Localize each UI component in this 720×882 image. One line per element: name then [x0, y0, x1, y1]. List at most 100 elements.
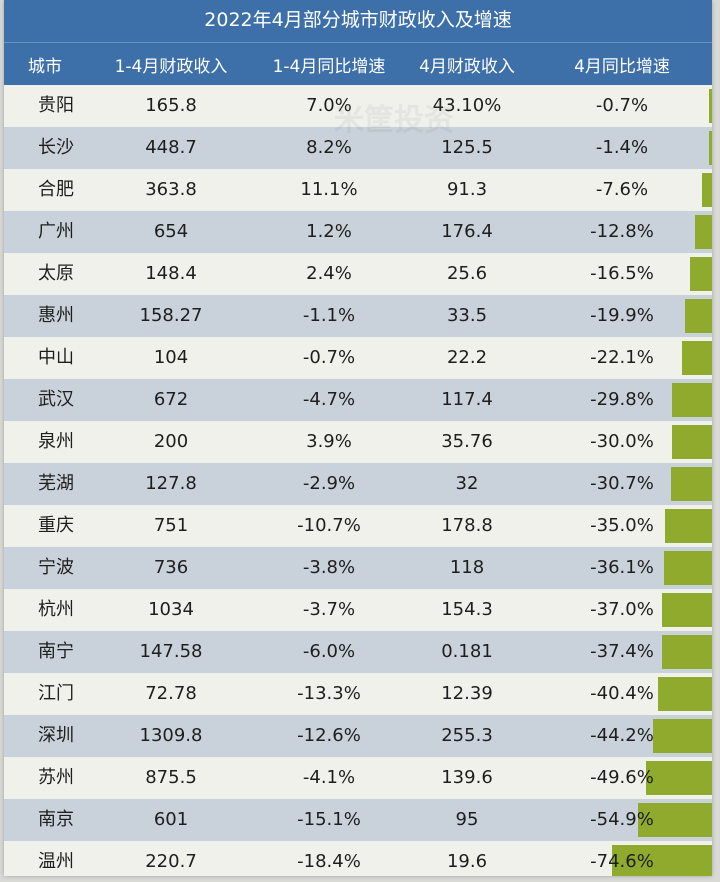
growth-value: -0.7% — [595, 95, 649, 116]
cell-growth-apr: -40.4% — [532, 673, 712, 715]
cell-city: 重庆 — [38, 515, 74, 536]
cell-city: 太原 — [38, 263, 74, 284]
cell-revenue-apr: 154.3 — [441, 599, 493, 620]
cell-revenue-apr: 0.181 — [441, 641, 493, 662]
cell-city: 武汉 — [38, 389, 74, 410]
growth-value: -30.0% — [590, 431, 654, 452]
growth-bar — [670, 467, 712, 501]
cell-city: 温州 — [38, 851, 74, 872]
growth-value: -7.6% — [595, 179, 649, 200]
table-body: 米筐投资 贵阳165.87.0%43.10%-0.7%长沙448.78.2%12… — [4, 85, 712, 876]
cell-revenue-jan-apr: 127.8 — [145, 473, 197, 494]
cell-revenue-jan-apr: 72.78 — [145, 683, 197, 704]
cell-revenue-apr: 32 — [455, 473, 479, 494]
growth-value: -37.4% — [590, 641, 654, 662]
table-row: 芜湖 127.8 -2.9% 32 -30.7% — [4, 463, 712, 505]
cell-revenue-jan-apr: 158.27 — [139, 305, 203, 326]
table-row: 太原 148.4 2.4% 25.6 -16.5% — [4, 253, 712, 295]
cell-city: 深圳 — [38, 725, 74, 746]
table-frame: 2022年4月部分城市财政收入及增速 城市 1-4月财政收入 1-4月同比增速 … — [4, 0, 712, 876]
table-row: 泉州 200 3.9% 35.76 -30.0% — [4, 421, 712, 463]
cell-revenue-jan-apr: 672 — [153, 389, 189, 410]
cell-growth-jan-apr: 11.1% — [300, 179, 358, 200]
growth-value: -49.6% — [590, 767, 654, 788]
growth-value: -37.0% — [590, 599, 654, 620]
cell-revenue-apr: 33.5 — [446, 305, 488, 326]
cell-growth-jan-apr: -10.7% — [297, 515, 361, 536]
table-row: 深圳 1309.8 -12.6% 255.3 -44.2% — [4, 715, 712, 757]
table-row: 惠州 158.27 -1.1% 33.5 -19.9% — [4, 295, 712, 337]
cell-growth-apr: -22.1% — [532, 337, 712, 379]
table-row: 长沙 448.7 8.2% 125.5 -1.4% — [4, 127, 712, 169]
growth-value: -16.5% — [590, 263, 654, 284]
growth-value: -54.9% — [590, 809, 654, 830]
cell-growth-apr: -7.6% — [532, 169, 712, 211]
cell-growth-jan-apr: -2.9% — [302, 473, 356, 494]
cell-city: 长沙 — [38, 137, 74, 158]
growth-bar — [645, 761, 712, 795]
cell-growth-jan-apr: -4.1% — [302, 767, 356, 788]
header-revenue-jan-apr: 1-4月财政收入 — [114, 56, 228, 77]
table-row: 南京 601 -15.1% 95 -54.9% — [4, 799, 712, 841]
cell-growth-jan-apr: -12.6% — [297, 725, 361, 746]
cell-revenue-jan-apr: 104 — [153, 347, 189, 368]
cell-growth-jan-apr: 2.4% — [306, 263, 352, 284]
table-title: 2022年4月部分城市财政收入及增速 — [4, 0, 712, 42]
cell-growth-jan-apr: -18.4% — [297, 851, 361, 872]
table-row: 苏州 875.5 -4.1% 139.6 -49.6% — [4, 757, 712, 799]
cell-growth-apr: -1.4% — [532, 127, 712, 169]
cell-city: 中山 — [38, 347, 74, 368]
table-row: 杭州 1034 -3.7% 154.3 -37.0% — [4, 589, 712, 631]
cell-revenue-jan-apr: 165.8 — [145, 95, 197, 116]
cell-revenue-jan-apr: 148.4 — [145, 263, 197, 284]
cell-revenue-apr: 176.4 — [441, 221, 493, 242]
cell-growth-apr: -29.8% — [532, 379, 712, 421]
cell-revenue-jan-apr: 654 — [153, 221, 189, 242]
growth-value: -74.6% — [590, 851, 654, 872]
cell-revenue-apr: 255.3 — [441, 725, 493, 746]
growth-bar — [682, 341, 712, 375]
growth-bar — [694, 215, 712, 249]
growth-bar — [652, 719, 712, 753]
cell-city: 苏州 — [38, 767, 74, 788]
cell-growth-apr: -16.5% — [532, 253, 712, 295]
cell-revenue-apr: 35.76 — [441, 431, 493, 452]
growth-bar — [672, 383, 712, 417]
cell-revenue-jan-apr: 363.8 — [145, 179, 197, 200]
cell-growth-apr: -74.6% — [532, 841, 712, 876]
cell-growth-jan-apr: -13.3% — [297, 683, 361, 704]
cell-revenue-apr: 91.3 — [446, 179, 488, 200]
cell-growth-jan-apr: -4.7% — [302, 389, 356, 410]
cell-revenue-jan-apr: 200 — [153, 431, 189, 452]
cell-revenue-apr: 22.2 — [446, 347, 488, 368]
table-row: 南宁 147.58 -6.0% 0.181 -37.4% — [4, 631, 712, 673]
cell-city: 惠州 — [38, 305, 74, 326]
cell-growth-jan-apr: 7.0% — [306, 95, 352, 116]
cell-growth-jan-apr: -3.8% — [302, 557, 356, 578]
cell-revenue-jan-apr: 875.5 — [145, 767, 197, 788]
cell-growth-apr: -37.0% — [532, 589, 712, 631]
cell-revenue-jan-apr: 1034 — [148, 599, 194, 620]
growth-value: -19.9% — [590, 305, 654, 326]
cell-growth-apr: -12.8% — [532, 211, 712, 253]
table-header: 城市 1-4月财政收入 1-4月同比增速 4月财政收入 4月同比增速 — [4, 42, 712, 85]
growth-bar — [665, 509, 712, 543]
cell-growth-apr: -0.7% — [532, 85, 712, 127]
cell-growth-jan-apr: -3.7% — [302, 599, 356, 620]
cell-revenue-jan-apr: 751 — [153, 515, 189, 536]
cell-city: 杭州 — [38, 599, 74, 620]
cell-growth-apr: -36.1% — [532, 547, 712, 589]
cell-city: 江门 — [38, 683, 74, 704]
cell-revenue-apr: 19.6 — [446, 851, 488, 872]
table-row: 宁波 736 -3.8% 118 -36.1% — [4, 547, 712, 589]
cell-growth-apr: -30.0% — [532, 421, 712, 463]
cell-city: 合肥 — [38, 179, 74, 200]
cell-revenue-apr: 125.5 — [441, 137, 493, 158]
cell-city: 广州 — [38, 221, 74, 242]
cell-revenue-apr: 12.39 — [441, 683, 493, 704]
cell-revenue-jan-apr: 1309.8 — [139, 725, 203, 746]
cell-revenue-apr: 118 — [449, 557, 485, 578]
cell-growth-apr: -30.7% — [532, 463, 712, 505]
growth-value: -40.4% — [590, 683, 654, 704]
growth-bar — [663, 551, 712, 585]
